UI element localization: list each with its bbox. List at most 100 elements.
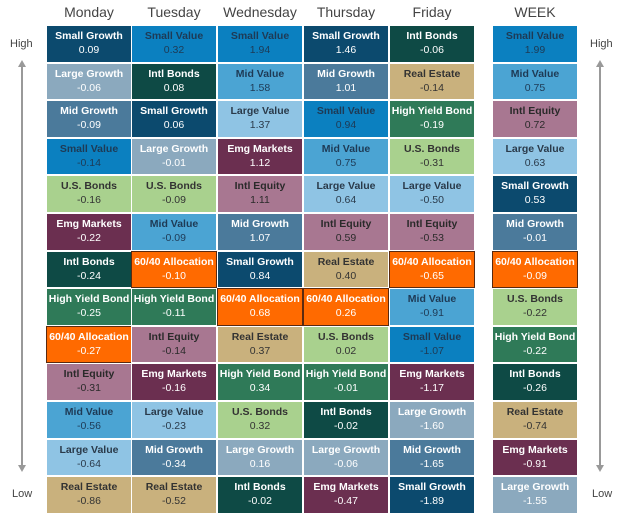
cell-asset-name: Large Growth: [397, 406, 467, 418]
cell-return-value: -0.22: [523, 307, 547, 320]
cell-return-value: 1.94: [249, 44, 271, 56]
cell-return-value: -1.07: [420, 344, 444, 357]
quilt-cell: Small Value 0.94: [303, 100, 389, 138]
cell-return-value: 0.08: [163, 81, 185, 94]
cell-asset-name: Large Growth: [500, 481, 570, 494]
cell-return-value: -1.17: [420, 382, 444, 395]
cell-asset-name: Intl Equity: [234, 180, 286, 193]
cell-asset-name: Mid Value: [321, 142, 371, 155]
low-label-right: Low: [592, 488, 613, 500]
cell-return-value: -0.31: [420, 156, 444, 169]
cell-asset-name: Mid Value: [510, 67, 560, 80]
quilt-cell: Large Growth -0.01: [131, 137, 217, 176]
quilt-cell: Mid Growth -0.34: [131, 438, 217, 477]
cell-asset-name: U.S. Bonds: [231, 406, 288, 418]
cell-return-value: -0.14: [77, 156, 101, 169]
cell-return-value: -0.14: [420, 81, 444, 94]
cell-asset-name: Small Value: [505, 30, 565, 42]
quilt-cell: U.S. Bonds -0.31: [389, 137, 475, 176]
cell-asset-name: Emg Markets: [141, 368, 207, 381]
cell-return-value: -0.65: [420, 269, 444, 282]
quilt-cell: Large Value -0.50: [389, 175, 475, 213]
cell-asset-name: 60/40 Allocation: [495, 255, 575, 268]
cell-return-value: -1.60: [420, 420, 444, 432]
cell-asset-name: Mid Growth: [145, 443, 203, 456]
quilt-cell: Real Estate -0.86: [46, 476, 132, 514]
cell-asset-name: U.S. Bonds: [60, 180, 117, 193]
high-label-left: High: [10, 38, 33, 50]
cell-return-value: 0.53: [524, 194, 546, 207]
quilt-cell: Mid Growth -0.01: [492, 213, 578, 251]
quilt-cell: Emg Markets -0.91: [492, 438, 578, 477]
cell-asset-name: Large Growth: [225, 443, 295, 456]
cell-return-value: -0.01: [334, 382, 358, 395]
cell-asset-name: Mid Value: [64, 406, 114, 418]
cell-asset-name: Emg Markets: [502, 443, 568, 456]
cell-return-value: -0.74: [523, 420, 547, 432]
cell-asset-name: Large Value: [144, 406, 204, 418]
cell-return-value: -0.14: [162, 344, 186, 357]
quilt-cell: Emg Markets -0.22: [46, 213, 132, 251]
cell-asset-name: 60/40 Allocation: [220, 293, 300, 306]
quilt-cell: Small Growth -1.89: [389, 476, 475, 514]
cell-asset-name: Small Value: [144, 30, 204, 42]
quilt-cell: Intl Bonds 0.08: [131, 62, 217, 101]
cell-return-value: 1.37: [249, 119, 271, 132]
cell-return-value: 0.32: [163, 44, 185, 56]
quilt-cell: 60/40 Allocation -0.27: [46, 325, 132, 364]
cell-asset-name: Small Value: [230, 30, 290, 42]
quilt-cell: Large Growth -1.55: [492, 476, 578, 514]
cell-return-value: 0.59: [335, 232, 357, 244]
cell-asset-name: Intl Bonds: [406, 30, 458, 42]
cell-asset-name: Intl Bonds: [63, 255, 115, 268]
quilt-cell: High Yield Bond -0.25: [46, 288, 132, 326]
cell-return-value: -0.11: [162, 307, 186, 320]
cell-asset-name: Intl Equity: [320, 218, 372, 230]
cell-return-value: -0.06: [334, 457, 358, 470]
cell-return-value: -0.31: [77, 382, 101, 395]
cell-asset-name: U.S. Bonds: [317, 330, 374, 343]
cell-return-value: 0.72: [524, 119, 546, 132]
cell-asset-name: Small Value: [59, 142, 119, 155]
cell-asset-name: Emg Markets: [56, 218, 122, 230]
cell-asset-name: Mid Growth: [60, 105, 118, 118]
quilt-cell: Intl Equity 0.59: [303, 213, 389, 251]
left-arrow-line: [21, 66, 23, 466]
column-header-monday: Monday: [64, 4, 114, 20]
column-header-week: WEEK: [514, 4, 556, 20]
cell-asset-name: U.S. Bonds: [145, 180, 202, 193]
cell-asset-name: Real Estate: [403, 67, 461, 80]
quilt-cell: Large Growth -0.06: [303, 438, 389, 477]
cell-return-value: -0.09: [162, 232, 186, 244]
cell-asset-name: Small Growth: [312, 30, 380, 42]
cell-return-value: 1.11: [250, 194, 270, 207]
cell-asset-name: Real Estate: [145, 481, 203, 494]
quilt-cell: U.S. Bonds 0.02: [303, 325, 389, 364]
quilt-cell: Mid Value -0.09: [131, 213, 217, 251]
cell-asset-name: Real Estate: [231, 330, 289, 343]
cell-return-value: -0.56: [77, 420, 101, 432]
cell-asset-name: Large Value: [402, 180, 462, 193]
cell-return-value: -1.55: [523, 495, 547, 508]
cell-asset-name: Real Estate: [60, 481, 118, 494]
cell-asset-name: U.S. Bonds: [506, 293, 563, 306]
cell-return-value: -0.23: [162, 420, 186, 432]
quilt-cell: Mid Value 0.75: [303, 137, 389, 176]
quilt-cell: Small Growth 0.09: [46, 25, 132, 63]
quilt-cell: Small Growth 1.46: [303, 25, 389, 63]
cell-asset-name: 60/40 Allocation: [392, 255, 472, 268]
high-label-right: High: [590, 38, 613, 50]
cell-asset-name: Real Estate: [506, 406, 564, 418]
cell-asset-name: Real Estate: [317, 255, 375, 268]
cell-asset-name: Intl Equity: [148, 330, 200, 343]
cell-return-value: -0.09: [162, 194, 186, 207]
column-header-thursday: Thursday: [316, 4, 376, 20]
cell-return-value: -0.09: [523, 269, 547, 282]
cell-return-value: 0.64: [335, 194, 357, 207]
quilt-cell: Intl Bonds -0.24: [46, 250, 132, 289]
cell-return-value: 1.46: [335, 44, 357, 56]
cell-return-value: -0.22: [523, 344, 547, 357]
low-label-left: Low: [12, 488, 33, 500]
quilt-cell: Small Value 1.99: [492, 25, 578, 63]
cell-return-value: 0.26: [335, 307, 357, 320]
